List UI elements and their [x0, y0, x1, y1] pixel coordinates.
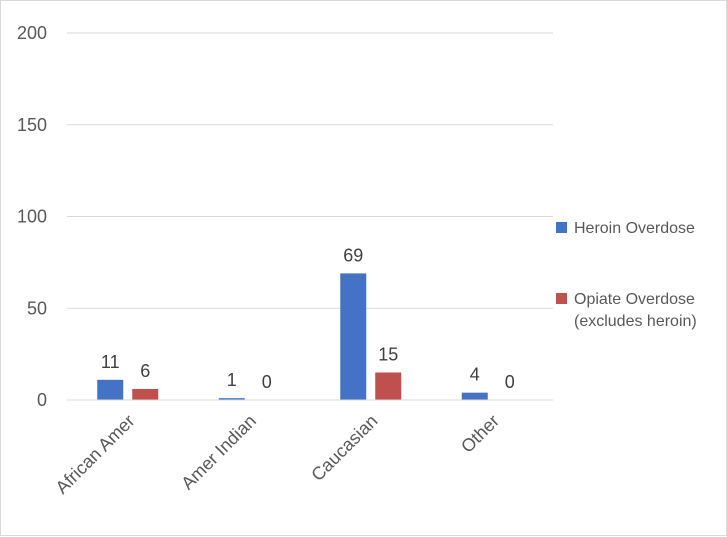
legend-swatch	[556, 222, 567, 233]
bar-opiate	[132, 388, 159, 400]
data-label: 4	[470, 365, 480, 385]
category-label: Other	[457, 411, 503, 457]
data-label: 0	[505, 372, 515, 392]
legend-swatch	[556, 293, 567, 304]
legend-label: Opiate Overdose	[574, 291, 695, 308]
bar-heroin	[97, 379, 124, 400]
data-label: 69	[343, 245, 363, 265]
data-label: 11	[101, 352, 120, 372]
data-label: 0	[262, 372, 272, 392]
bar-opiate	[375, 372, 402, 400]
data-label: 6	[140, 361, 150, 381]
bar-heroin	[461, 392, 488, 400]
y-tick-label: 150	[17, 115, 47, 135]
bar-heroin	[340, 273, 367, 400]
category-label: Caucasian	[307, 411, 381, 485]
y-tick-label: 50	[27, 298, 47, 318]
bar-heroin	[218, 398, 245, 400]
legend-label: Heroin Overdose	[574, 220, 695, 237]
y-tick-label: 200	[17, 23, 47, 43]
data-label: 15	[378, 344, 398, 364]
legend-label: (excludes heroin)	[574, 313, 697, 330]
y-tick-label: 100	[17, 207, 47, 227]
category-label: African Amer	[52, 411, 139, 498]
data-label: 1	[227, 370, 237, 390]
category-label: Amer Indian	[177, 411, 260, 494]
y-tick-label: 0	[37, 390, 47, 410]
